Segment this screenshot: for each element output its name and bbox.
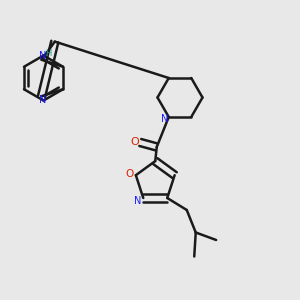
Text: O: O (130, 136, 139, 147)
Text: N: N (39, 95, 47, 105)
Text: H: H (45, 49, 51, 58)
Text: N: N (160, 114, 168, 124)
Text: N: N (134, 196, 141, 206)
Text: O: O (125, 169, 134, 179)
Text: N: N (39, 51, 47, 61)
